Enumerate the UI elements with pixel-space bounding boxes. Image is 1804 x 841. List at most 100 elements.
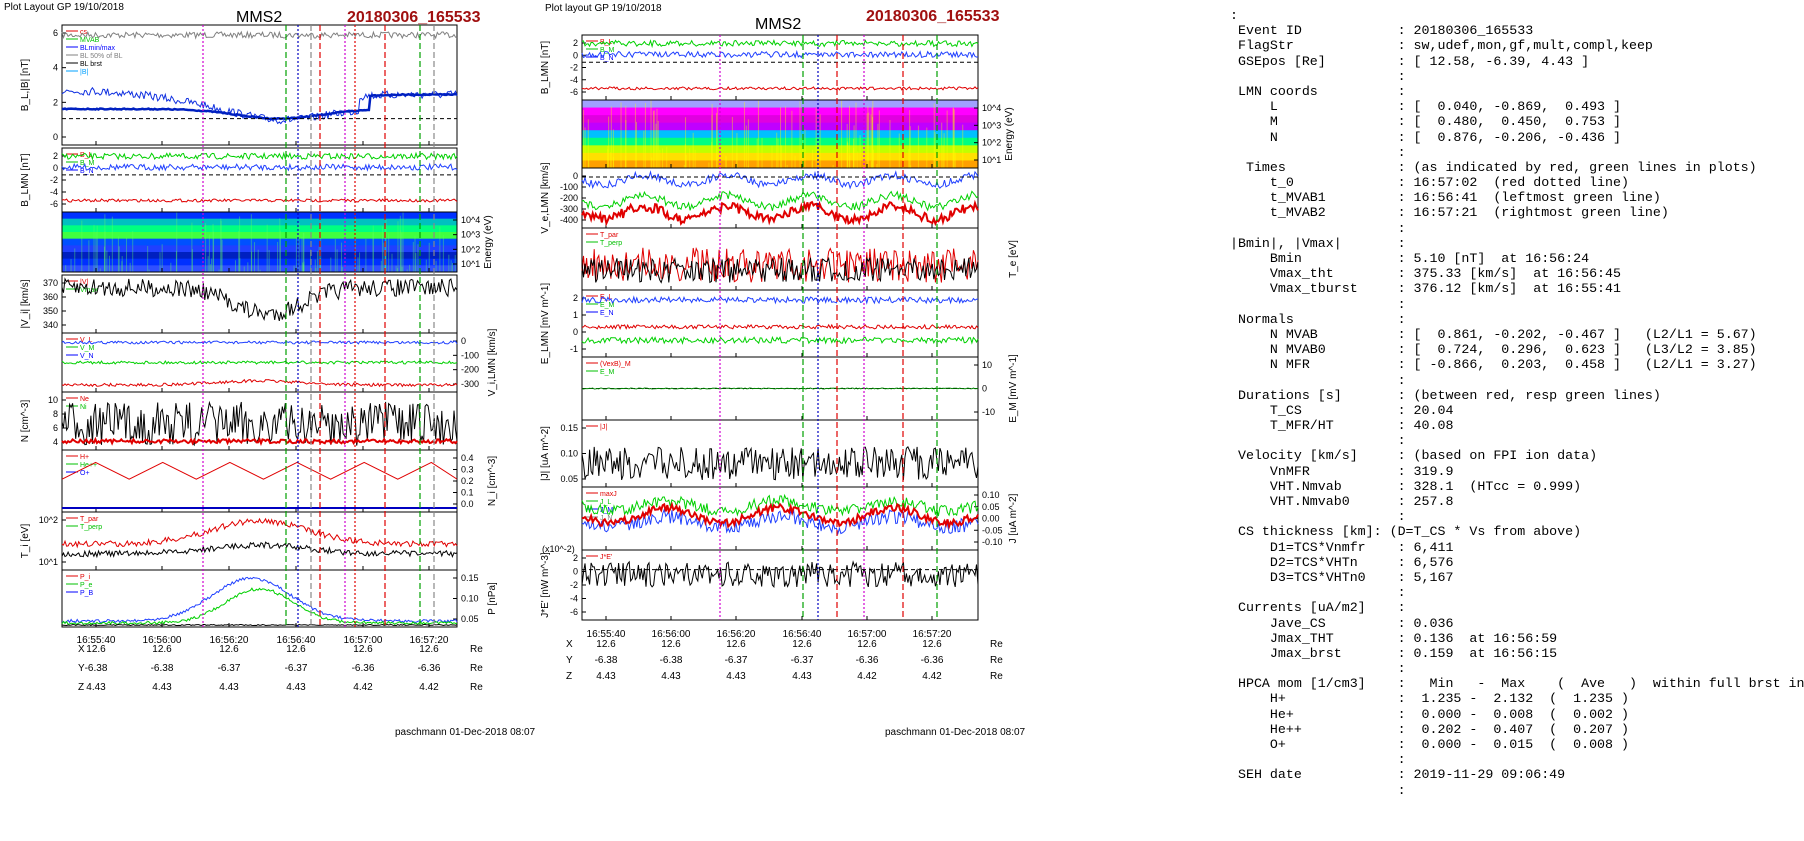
y-tick-label: 0.10 — [560, 449, 578, 459]
y-tick-label: 0.05 — [982, 502, 1000, 512]
info-line: Bmin : 5.10 [nT] at 16:56:24 — [1230, 251, 1590, 266]
spectrogram-band — [62, 225, 457, 233]
y-tick-label: 0.2 — [461, 476, 474, 486]
series-line — [581, 49, 979, 59]
track-elmn: 2 1 0 -1 E_LMN [mV m^-1] E_LE_ME_N — [540, 283, 979, 364]
track-frame — [581, 549, 979, 621]
legend-label: J_L — [600, 499, 611, 506]
y-tick-label: -10 — [982, 407, 995, 417]
info-line: Velocity [km/s] : (based on FPI ion data… — [1230, 448, 1598, 464]
y-tick-label: 0 — [53, 163, 58, 173]
y-tick-label: 0.15 — [461, 573, 479, 583]
legend-label: |J| — [600, 424, 607, 431]
legend-label: V_M — [80, 345, 95, 352]
plot-layout-label: Plot Layout GP 19/10/2018 — [4, 2, 124, 13]
y-tick-label: 0.05 — [461, 614, 479, 624]
legend-label: J*E' — [600, 554, 612, 561]
y-axis-label: E_M [mV m^-1] — [1008, 354, 1019, 423]
info-line: Jmax_brst : 0.159 at 16:56:15 — [1230, 645, 1558, 661]
info-line: : — [1230, 585, 1406, 601]
series-line — [581, 295, 979, 305]
time-tick-label: 16:56:40 — [783, 629, 822, 640]
spectrogram-band — [582, 100, 978, 109]
coord-value: 4.43 — [86, 682, 106, 693]
y-tick-label: 0 — [53, 132, 58, 142]
legend-label: B_N — [80, 168, 94, 175]
y-tick-label: -6 — [570, 607, 578, 617]
legend-label: BL brst — [80, 61, 102, 68]
coord-value: -6.36 — [856, 655, 879, 666]
info-line: O+ : 0.000 - 0.015 ( 0.008 ) — [1230, 737, 1629, 752]
time-tick-label: 16:56:40 — [277, 635, 316, 646]
coord-axis-label: Y — [566, 655, 573, 666]
legend-label: Ne — [80, 396, 89, 403]
y-tick-label: 4 — [53, 63, 58, 73]
series-line — [61, 198, 458, 203]
spectrogram-band — [62, 238, 457, 246]
series-line — [581, 323, 979, 331]
y-tick-label: 0.00 — [982, 514, 1000, 524]
coord-value: 12.6 — [353, 644, 373, 655]
y-tick-label: 0.05 — [560, 474, 578, 484]
y-tick-label: 10^2 — [982, 138, 1001, 148]
spectrogram-band — [582, 122, 978, 131]
info-line: N MFR : [ -0.866, 0.203, 0.458 ] (L2/L1 … — [1230, 357, 1757, 373]
series-line — [581, 335, 979, 345]
y-tick-label: -2 — [570, 63, 578, 73]
legend-label: B_M — [80, 160, 95, 167]
y-tick-label: 10^4 — [982, 103, 1001, 113]
info-line: D3=TCS*VHTn0 : 5,167 — [1230, 569, 1454, 585]
coord-value: -6.36 — [352, 663, 375, 674]
track-spec1: 10^4 10^3 10^2 10^1 Energy (eV) — [61, 211, 494, 273]
y-scale-prefix: (x10^-2) — [542, 544, 575, 554]
plot-canvas: Plot Layout GP 19/10/2018 MMS2 20180306_16… — [4, 2, 1026, 738]
info-line: VHT.Nmvab : 328.1 (HTcc = 0.999) — [1230, 478, 1582, 494]
y-tick-label: 0 — [573, 567, 578, 577]
coord-unit: Re — [470, 682, 483, 693]
coord-value: 12.6 — [596, 639, 616, 650]
y-tick-label: 0.1 — [461, 488, 474, 498]
info-line: CS thickness [km]: (D=T_CS * Vs from abo… — [1230, 524, 1582, 540]
info-line: N MVAB0 : [ 0.724, 0.296, 0.623 ] (L3/L2… — [1230, 342, 1757, 358]
track-ni: 0.40.30.20.10.0 N_i [cm^-3]H+He++O+ — [61, 449, 498, 513]
y-tick-label: -200 — [461, 365, 479, 375]
series-line — [61, 461, 458, 480]
coord-value: 4.43 — [726, 671, 746, 682]
series-line — [581, 446, 979, 481]
y-tick-label: -4 — [570, 594, 578, 604]
coord-value: -6.37 — [285, 663, 308, 674]
series-line — [581, 190, 979, 212]
legend-label: |V| — [80, 279, 88, 286]
info-line: : — [1230, 661, 1406, 677]
y-tick-label: -300 — [560, 204, 578, 214]
y-axis-label: B_LMN [nT] — [540, 41, 551, 95]
series-line — [581, 508, 979, 536]
series-line — [61, 400, 458, 447]
y-tick-label: 0.0 — [461, 499, 474, 509]
spectrogram-band — [582, 115, 978, 124]
coord-value: -6.38 — [595, 655, 618, 666]
y-tick-label: 0.10 — [461, 594, 479, 604]
info-line: : — [1230, 68, 1406, 84]
y-tick-label: 0 — [573, 50, 578, 60]
footer-author: paschmann 01-Dec-2018 08:07 — [395, 727, 536, 738]
info-line: Vmax_tburst : 376.12 [km/s] at 16:55:41 — [1230, 281, 1621, 297]
plot-panel-1: Plot Layout GP 19/10/2018 MMS2 20180306_16… — [4, 2, 536, 738]
info-line: SEH date : 2019-11-29 09:06:49 — [1230, 767, 1566, 783]
y-tick-label: 4 — [53, 437, 58, 447]
info-line: He+ : 0.000 - 0.008 ( 0.002 ) — [1230, 706, 1629, 722]
series-line — [581, 560, 979, 588]
series-line — [581, 86, 979, 91]
legend-label: (VexB)_M — [600, 361, 631, 368]
y-tick-label: 370 — [43, 278, 58, 288]
y-tick-label: -2 — [570, 580, 578, 590]
y-axis-label: N [cm^-3] — [20, 400, 31, 443]
legend-label: B_M — [600, 47, 615, 54]
track-frame — [61, 511, 458, 571]
series-line — [61, 162, 458, 172]
legend-label: P_B — [80, 590, 94, 597]
coord-axis-label: X — [566, 639, 573, 650]
coord-axis-label: Z — [566, 671, 572, 682]
info-line: D1=TCS*Vnmfr : 6,411 — [1230, 539, 1454, 555]
